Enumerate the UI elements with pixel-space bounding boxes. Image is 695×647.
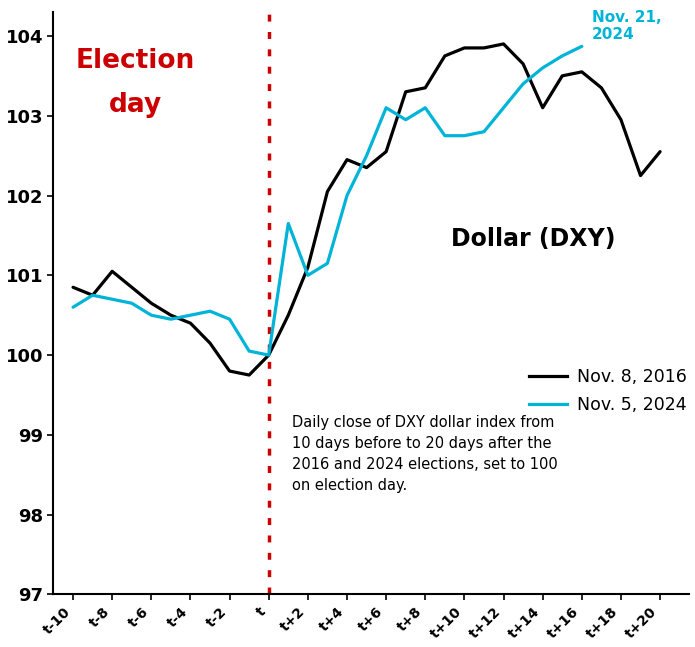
Text: Election: Election: [76, 48, 195, 74]
Text: Dollar (DXY): Dollar (DXY): [450, 227, 615, 252]
Text: Daily close of DXY dollar index from
10 days before to 20 days after the
2016 an: Daily close of DXY dollar index from 10 …: [292, 415, 558, 493]
Text: day: day: [109, 92, 163, 118]
Legend: Nov. 8, 2016, Nov. 5, 2024: Nov. 8, 2016, Nov. 5, 2024: [529, 368, 687, 414]
Text: Nov. 21,
2024: Nov. 21, 2024: [591, 10, 661, 42]
